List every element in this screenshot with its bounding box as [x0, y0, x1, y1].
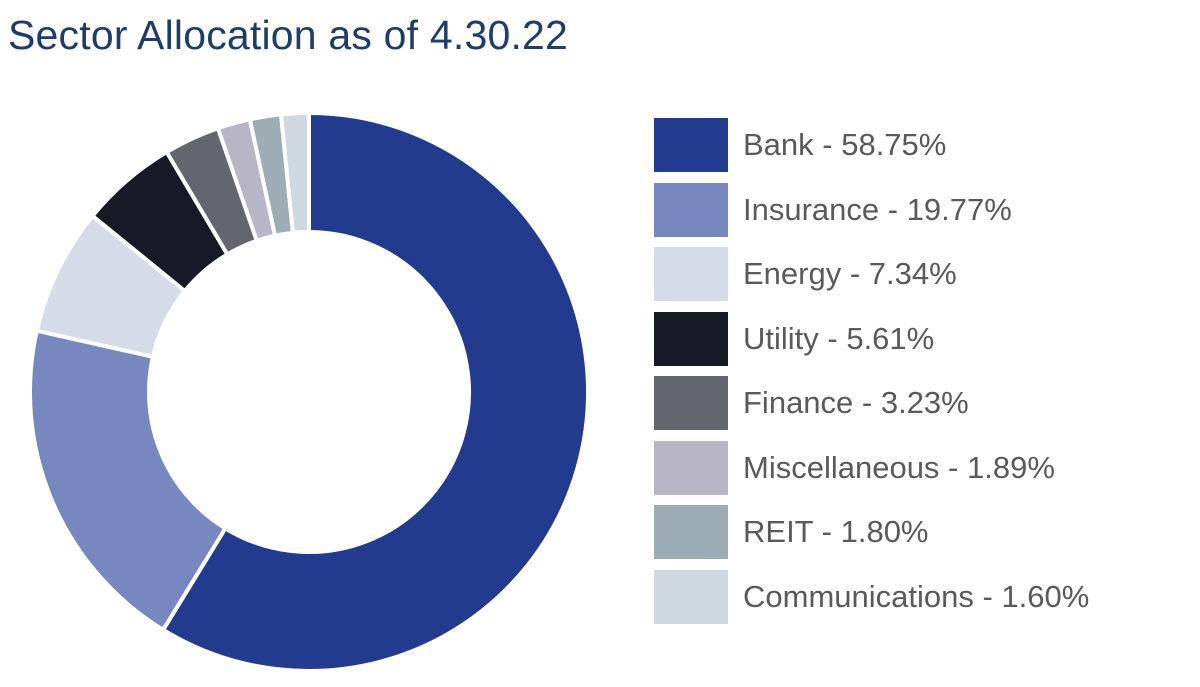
legend-swatch [654, 569, 728, 624]
legend-label: Miscellaneous - 1.89% [743, 449, 1055, 485]
legend-item-miscellaneous: Miscellaneous - 1.89% [654, 440, 1194, 495]
legend-item-bank: Bank - 58.75% [654, 118, 1194, 172]
legend-label: Finance - 3.23% [743, 385, 969, 420]
legend-item-communications: Communications - 1.60% [654, 569, 1194, 624]
legend-swatch [654, 182, 728, 237]
legend-item-reit: REIT - 1.80% [654, 505, 1194, 559]
legend-item-utility: Utility - 5.61% [654, 311, 1194, 366]
legend-swatch [654, 376, 728, 430]
donut-slice-communications [278, 111, 311, 235]
legend-swatch [654, 440, 728, 495]
legend-label: Bank - 58.75% [743, 127, 947, 162]
legend-swatch [654, 505, 728, 559]
legend-label: Energy - 7.34% [743, 256, 957, 291]
legend-swatch [654, 118, 728, 172]
legend-item-finance: Finance - 3.23% [654, 376, 1194, 430]
legend-swatch [654, 247, 728, 301]
donut-slice-insurance [28, 328, 228, 632]
legend-label: Communications - 1.60% [743, 578, 1090, 614]
donut-slice-bank [161, 111, 590, 673]
legend-item-insurance: Insurance - 19.77% [654, 182, 1194, 237]
donut-chart [28, 111, 590, 673]
legend-label: Insurance - 19.77% [743, 191, 1012, 227]
legend-label: Utility - 5.61% [743, 320, 935, 356]
legend-item-energy: Energy - 7.34% [654, 247, 1194, 301]
chart-title: Sector Allocation as of 4.30.22 [8, 12, 569, 58]
legend-swatch [654, 311, 728, 366]
legend-label: REIT - 1.80% [743, 514, 929, 549]
